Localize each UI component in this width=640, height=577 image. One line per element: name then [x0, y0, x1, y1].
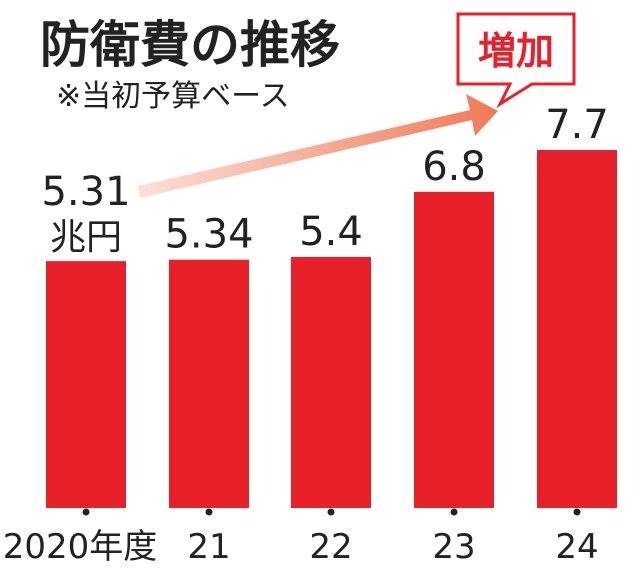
unit-label-group: 兆円	[50, 217, 122, 258]
x-tick-label-3: 23	[432, 527, 475, 567]
x-tick-labels: 2020年度 21 22 23 24	[3, 527, 599, 567]
tick-marks	[82, 508, 581, 516]
increase-arrow	[138, 94, 498, 198]
value-label-0: 5.31	[41, 169, 130, 215]
bar-3	[414, 191, 494, 508]
bars	[46, 150, 617, 508]
increase-callout-box	[456, 12, 576, 109]
x-tick-label-1: 21	[187, 527, 230, 567]
increase-callout: 増加	[456, 12, 576, 109]
increase-callout-label: 増加	[478, 29, 554, 73]
unit-label: 兆円	[50, 217, 122, 258]
value-label-4: 7.7	[545, 102, 609, 148]
bar-2	[291, 256, 371, 508]
x-tick-label-4: 24	[555, 527, 598, 567]
tick-mark-1	[205, 508, 213, 516]
increase-arrow-shape	[138, 94, 498, 198]
bar-1	[169, 259, 249, 508]
tick-mark-4	[573, 508, 581, 516]
bar-0	[46, 261, 126, 508]
value-labels: 5.31 5.34 5.4 6.8 7.7	[41, 102, 608, 258]
x-tick-label-0: 2020年度	[3, 527, 158, 567]
value-label-3: 6.8	[422, 144, 486, 190]
value-label-1: 5.34	[164, 212, 253, 258]
tick-mark-3	[450, 508, 458, 516]
chart-subtitle: ※当初予算ベース	[56, 79, 290, 114]
chart-title: 防衛費の推移	[40, 16, 340, 74]
value-label-2: 5.4	[299, 209, 363, 255]
tick-mark-2	[327, 508, 335, 516]
x-tick-label-2: 22	[309, 527, 352, 567]
bar-4	[537, 150, 617, 508]
tick-mark-0	[82, 508, 90, 516]
